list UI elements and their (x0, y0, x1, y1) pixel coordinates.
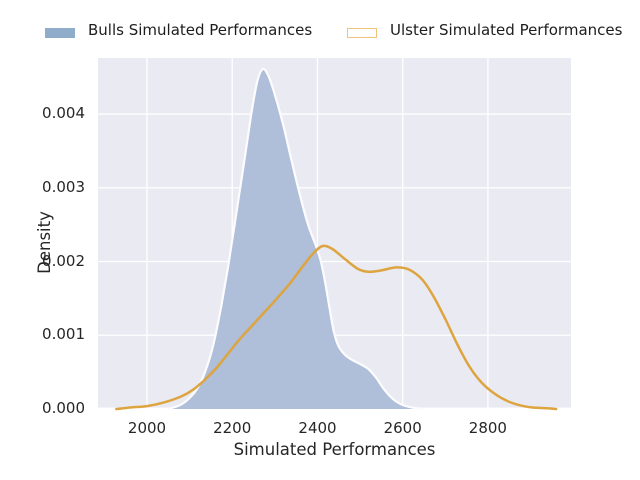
y-axis-label: Density (34, 211, 54, 274)
bulls-density-edge (167, 67, 425, 411)
y-tick-label: 0.002 (42, 251, 85, 270)
x-tick-label: 2000 (127, 419, 167, 437)
y-tick-label: 0.001 (42, 325, 85, 344)
legend-label-ulster: Ulster Simulated Performances (390, 21, 623, 39)
x-tick-label: 2200 (213, 419, 252, 437)
x-tick-label: 2400 (298, 419, 337, 437)
bulls-swatch-icon (45, 28, 75, 38)
bulls-density-area (168, 68, 424, 409)
x-axis-label: Simulated Performances (233, 440, 436, 459)
ulster-density-line (115, 244, 558, 411)
legend: Bulls Simulated Performances Ulster Simu… (0, 0, 640, 48)
x-tick-label: 2600 (383, 419, 422, 437)
y-tick-label: 0.000 (42, 399, 85, 418)
legend-label-bulls: Bulls Simulated Performances (88, 21, 313, 39)
x-tick-label: 2800 (468, 419, 507, 437)
ulster-swatch-icon (347, 28, 377, 38)
y-tick-label: 0.003 (42, 177, 85, 196)
y-tick-label: 0.004 (42, 104, 85, 123)
